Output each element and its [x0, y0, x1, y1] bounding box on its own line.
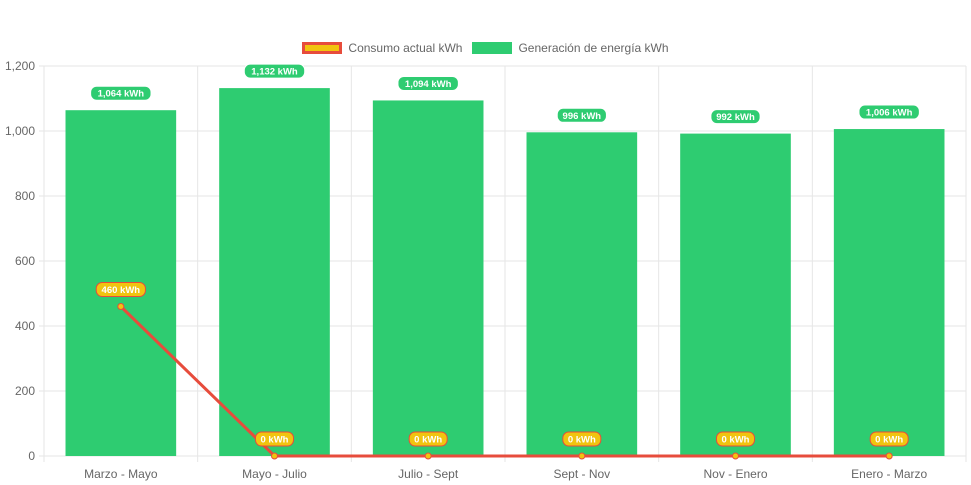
legend-swatch-consumption — [302, 42, 343, 54]
generation-bar — [526, 132, 638, 457]
consumption-data-label: 0 kWh — [562, 431, 602, 447]
consumption-data-label-bg — [562, 431, 602, 447]
generation-data-label-text: 1,006 kWh — [866, 108, 913, 119]
x-tick-label: Mayo - Julio — [242, 467, 307, 481]
consumption-data-label: 0 kWh — [408, 431, 448, 447]
y-tick-label: 200 — [15, 384, 35, 398]
consumption-data-label-bg — [716, 431, 755, 447]
consumption-data-label-text: 0 kWh — [414, 435, 442, 446]
consumption-data-label-bg — [869, 431, 909, 447]
y-tick-label: 400 — [15, 319, 35, 333]
consumption-point — [271, 452, 278, 460]
generation-bars — [65, 88, 945, 457]
x-tick-label: Enero - Marzo — [851, 467, 927, 481]
consumption-data-label-text: 0 kWh — [722, 435, 750, 446]
consumption-point — [578, 452, 586, 460]
generation-data-label: 996 kWh — [556, 107, 607, 123]
generation-data-label-bg — [90, 85, 152, 101]
consumption-data-label-text: 0 kWh — [261, 435, 289, 446]
generation-data-label: 1,006 kWh — [858, 104, 920, 120]
generation-data-label-bg — [397, 75, 459, 91]
consumption-data-label: 0 kWh — [716, 431, 755, 447]
generation-bar — [680, 133, 791, 456]
generation-data-label-bg — [243, 63, 306, 79]
y-tick-label: 800 — [15, 189, 35, 203]
x-tick-label: Marzo - Mayo — [84, 467, 158, 481]
consumption-point — [424, 452, 432, 460]
consumption-data-label: 0 kWh — [869, 431, 909, 447]
legend-label-generation: Generación de energía kWh — [518, 41, 669, 55]
generation-bar — [219, 88, 330, 456]
consumption-point — [117, 303, 125, 310]
consumption-point — [885, 452, 893, 460]
generation-data-label-text: 992 kWh — [716, 112, 755, 123]
consumption-data-label-text: 460 kWh — [102, 285, 141, 296]
consumption-data-label-bg — [255, 431, 294, 447]
generation-bar — [372, 100, 484, 456]
legend-item-generation[interactable]: Generación de energía kWh — [472, 41, 669, 55]
consumption-data-label-text: 0 kWh — [875, 435, 903, 446]
consumption-point — [732, 452, 739, 460]
generation-bar — [833, 129, 945, 457]
x-tick-label: Julio - Sept — [398, 467, 459, 481]
generation-data-label: 992 kWh — [710, 109, 761, 125]
generation-data-label-bg — [556, 107, 607, 123]
data-labels: 1,064 kWh 1,132 kWh 1,094 kWh 996 kWh 992 kW… — [90, 63, 920, 447]
x-tick-label: Nov - Enero — [703, 467, 767, 481]
y-tick-label: 1,200 — [5, 59, 35, 73]
consumption-data-label-bg — [408, 431, 448, 447]
consumption-data-label: 460 kWh — [95, 282, 146, 297]
generation-data-label-text: 1,094 kWh — [405, 79, 452, 90]
legend-label-consumption: Consumo actual kWh — [348, 41, 463, 55]
generation-data-label-text: 1,064 kWh — [98, 89, 145, 100]
axes: 0 200 400 600 800 1,000 1,200 Marzo - Mayo Mayo … — [5, 59, 928, 481]
consumption-line — [117, 303, 893, 460]
consumption-data-label-text: 0 kWh — [568, 435, 596, 446]
generation-data-label: 1,094 kWh — [397, 75, 459, 91]
generation-data-label-text: 996 kWh — [563, 111, 602, 122]
generation-data-label-bg — [710, 109, 761, 125]
grid — [39, 65, 967, 462]
generation-data-label: 1,064 kWh — [90, 85, 152, 101]
y-tick-label: 1,000 — [5, 124, 35, 138]
consumption-data-label-bg — [95, 282, 146, 297]
consumption-data-label: 0 kWh — [255, 431, 294, 447]
x-tick-label: Sept - Nov — [553, 467, 610, 481]
y-tick-label: 600 — [15, 254, 35, 268]
legend-swatch-generation — [472, 42, 513, 54]
generation-data-label: 1,132 kWh — [243, 63, 306, 79]
legend-item-consumption[interactable]: Consumo actual kWh — [302, 41, 462, 55]
chart-legend: Consumo actual kWh Generación de energía… — [0, 41, 971, 55]
y-tick-label: 0 — [28, 449, 35, 463]
consumption-line-path — [119, 305, 890, 458]
generation-data-label-text: 1,132 kWh — [251, 67, 298, 78]
generation-data-label-bg — [858, 104, 920, 120]
